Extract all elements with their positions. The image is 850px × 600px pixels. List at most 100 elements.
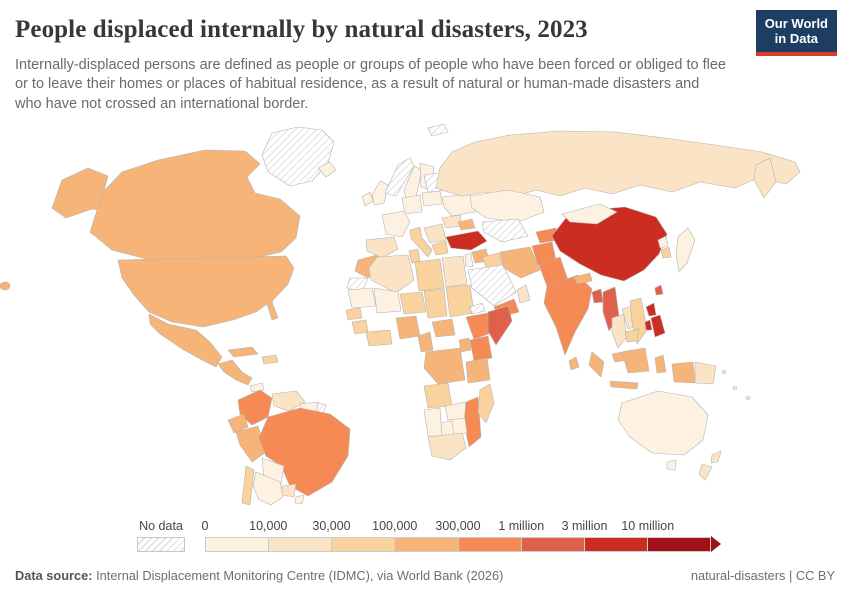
country-nz-south[interactable] [698,463,713,481]
country-thailand[interactable] [611,313,627,349]
country-kazakhstan[interactable] [469,189,545,223]
country-bangladesh[interactable] [591,288,604,304]
country-ghana[interactable] [365,329,393,347]
pacific-island[interactable] [732,386,738,390]
legend-bin-2[interactable] [268,537,332,552]
country-eritrea[interactable] [469,302,486,315]
country-vietnam[interactable] [629,297,648,345]
owid-logo[interactable]: Our World in Data [755,10,837,56]
country-kenya[interactable] [469,335,493,362]
country-hispaniola[interactable] [261,354,279,365]
country-mali[interactable] [373,287,402,314]
country-iceland[interactable] [317,161,337,178]
country-namibia[interactable] [423,407,443,437]
country-kamchatka[interactable] [753,157,777,199]
country-svalbard[interactable] [427,123,449,137]
country-madagascar[interactable] [477,383,495,424]
legend-bin-4[interactable] [394,537,458,552]
country-caucasus[interactable] [457,218,476,231]
country-ireland[interactable] [361,191,374,207]
country-uk[interactable] [371,180,389,206]
country-russia[interactable] [435,130,801,199]
legend-bin-3[interactable] [331,537,395,552]
legend-bin-5[interactable] [457,537,521,552]
country-nepal[interactable] [573,272,593,285]
country-west-new-guinea[interactable] [671,361,696,384]
country-saudi[interactable] [467,264,517,307]
country-angola[interactable] [423,382,453,409]
country-north-korea[interactable] [657,235,669,249]
country-australia[interactable] [617,390,709,456]
country-brazil[interactable] [258,407,351,497]
country-chad[interactable] [423,288,448,319]
country-balkans[interactable] [423,223,447,244]
country-philippines-visayas[interactable] [644,319,653,331]
pacific-island[interactable] [721,370,727,374]
country-cameroon[interactable] [417,331,434,353]
country-india[interactable] [543,274,593,356]
country-greece[interactable] [431,240,449,256]
country-drc[interactable] [423,347,466,385]
country-france[interactable] [381,210,411,238]
country-uganda[interactable] [458,337,472,353]
country-italy[interactable] [409,226,433,258]
country-car[interactable] [431,318,456,338]
country-tunisia[interactable] [408,248,421,264]
country-egypt[interactable] [441,255,468,288]
legend-no-data-swatch[interactable] [137,537,185,552]
country-sumatra[interactable] [588,351,605,378]
country-philippines-luzon[interactable] [645,302,657,317]
country-senegal[interactable] [345,307,363,321]
country-sudan[interactable] [445,284,475,318]
country-oman[interactable] [516,284,531,304]
country-philippines-mindanao[interactable] [650,314,666,338]
country-mauritania[interactable] [347,287,377,309]
country-sulawesi[interactable] [654,354,667,374]
country-ecuador[interactable] [227,413,249,434]
country-tasmania[interactable] [666,459,677,471]
country-nigeria[interactable] [395,315,421,340]
country-levant[interactable] [464,252,474,268]
country-greenland[interactable] [261,126,335,187]
legend-bin-8[interactable] [646,537,711,552]
country-japan[interactable] [675,227,696,273]
country-somalia[interactable] [487,305,513,346]
country-png[interactable] [694,361,717,385]
country-cambodia[interactable] [624,328,640,343]
country-tanzania[interactable] [465,357,491,384]
country-uruguay[interactable] [294,494,305,505]
country-guinea[interactable] [351,319,369,335]
country-algeria[interactable] [368,254,415,294]
country-iran[interactable] [499,246,541,279]
country-cuba[interactable] [227,346,259,358]
country-paraguay[interactable] [281,483,297,498]
pacific-island[interactable] [745,396,751,400]
country-mexico[interactable] [148,313,223,368]
country-sri-lanka[interactable] [568,356,580,371]
country-spain[interactable] [365,236,399,259]
country-chile[interactable] [241,465,255,506]
country-peru[interactable] [235,425,267,463]
legend-bin-1[interactable] [205,537,269,552]
country-central-asia[interactable] [481,218,529,243]
country-south-africa[interactable] [427,432,467,461]
country-south-korea[interactable] [660,246,672,259]
country-central-america[interactable] [217,359,253,386]
country-panama[interactable] [249,382,265,393]
country-turkey[interactable] [445,230,488,251]
country-taiwan[interactable] [654,284,664,296]
country-poland[interactable] [421,190,443,207]
legend-bin-7[interactable] [583,537,647,552]
country-venezuela[interactable] [271,390,306,412]
country-java[interactable] [609,380,639,390]
legend-bin-6[interactable] [520,537,584,552]
country-nz-north[interactable] [710,450,722,464]
country-borneo[interactable] [621,347,650,374]
country-germany[interactable] [401,194,423,215]
country-sweden[interactable] [403,165,423,199]
country-hawaii[interactable] [0,281,11,291]
country-mongolia[interactable] [561,203,618,225]
country-argentina[interactable] [252,471,284,506]
country-niger[interactable] [399,291,427,315]
country-libya[interactable] [414,258,445,292]
